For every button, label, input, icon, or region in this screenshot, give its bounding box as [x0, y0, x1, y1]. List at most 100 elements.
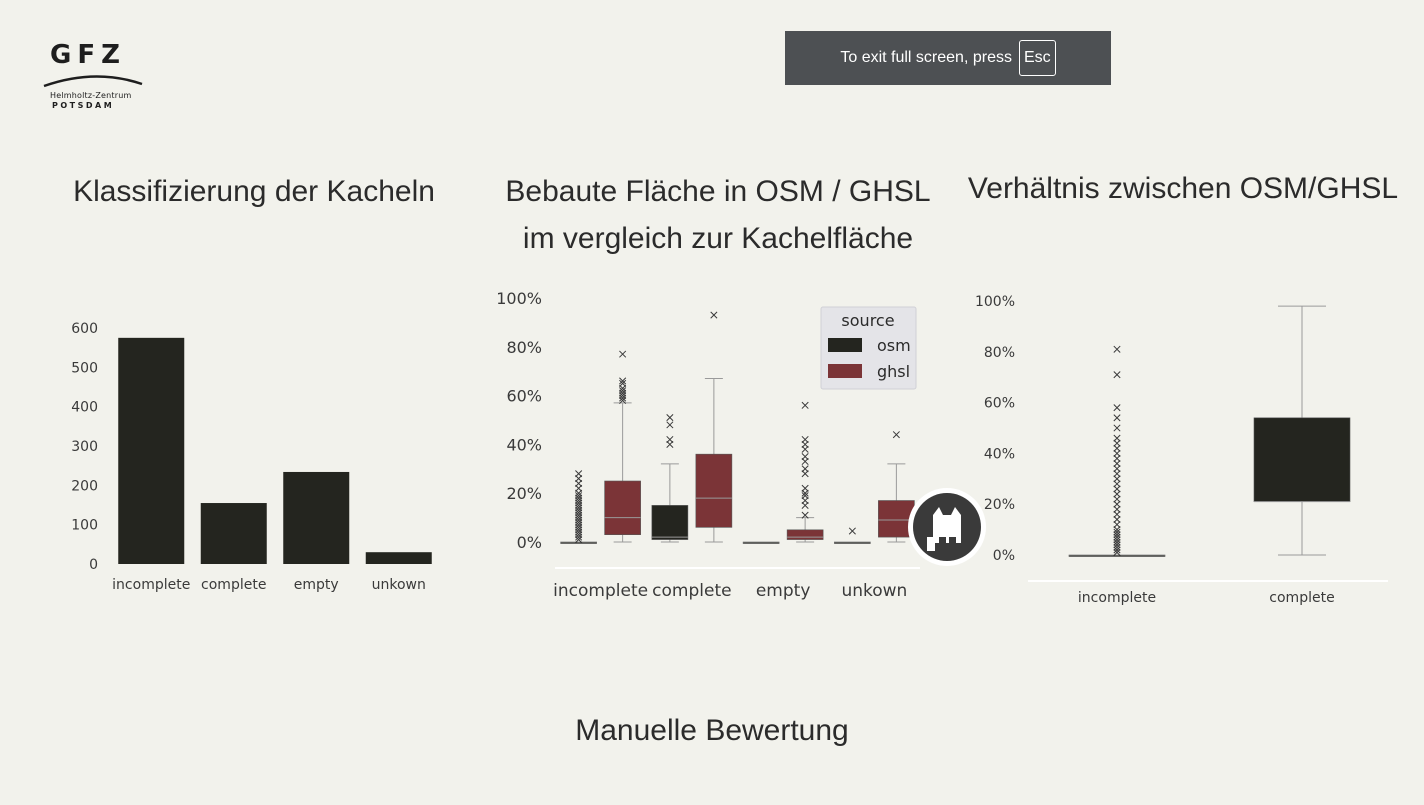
chart3-box-incomplete-outlier — [1113, 495, 1121, 503]
fullscreen-hint-text: To exit full screen, press — [840, 49, 1012, 66]
chart2-ghsl-unkown-outlier — [892, 431, 900, 439]
chart2-ghsl-empty-outlier — [801, 484, 809, 492]
fullscreen-exit-hint: To exit full screen, press Esc — [785, 31, 1111, 85]
chart3-box-incomplete-outlier — [1113, 515, 1121, 523]
footer-caption: Manuelle Bewertung — [575, 714, 849, 747]
chart3-box-incomplete-outlier — [1113, 470, 1121, 478]
chart3-box-incomplete-outlier — [1113, 414, 1121, 422]
chart3-box-incomplete-outlier — [1113, 465, 1121, 473]
chart2-osm-incomplete-outlier — [575, 470, 583, 478]
chart3-box-incomplete-outlier — [1113, 543, 1121, 551]
chart3-box-incomplete-outlier — [1113, 541, 1121, 549]
chart2-title-line2: im vergleich zur Kachelfläche — [522, 222, 914, 255]
chart3-box-incomplete-outlier — [1113, 520, 1121, 529]
chart3-box-incomplete-outlier — [1113, 526, 1121, 534]
cat-icon — [927, 507, 961, 553]
chart2-ytick-label: 40% — [506, 435, 542, 454]
legend-swatch-osm — [828, 338, 862, 352]
chart2-ytick-label: 20% — [506, 484, 542, 503]
chart3-box-incomplete-outlier — [1113, 475, 1121, 483]
chart3-box-incomplete-outlier — [1113, 548, 1121, 557]
chart2-ytick-label: 100% — [496, 289, 542, 308]
chart3-box-incomplete-outlier — [1113, 500, 1121, 508]
chart2-ghsl-empty-outlier — [801, 511, 809, 519]
logo-wordmark: GFZ — [50, 40, 126, 70]
chart2-ytick-label: 80% — [506, 338, 542, 357]
chart3-ytick-label: 80% — [984, 345, 1015, 361]
chart3-box-incomplete-outlier — [1113, 528, 1121, 536]
chart1-ytick-label: 200 — [71, 478, 98, 494]
chart3-box-incomplete-outlier — [1113, 531, 1121, 539]
chart1-ytick-label: 600 — [71, 321, 98, 337]
logo-swoosh-icon — [43, 75, 143, 88]
chart1-xtick-label: incomplete — [112, 577, 190, 593]
esc-key-badge[interactable]: Esc — [1018, 40, 1056, 76]
chart3-ytick-label: 60% — [984, 396, 1015, 412]
legend-swatch-ghsl — [828, 364, 862, 378]
chart1-bar-empty — [283, 471, 350, 564]
chart3-box-incomplete-outlier — [1113, 485, 1121, 493]
chart3-box-incomplete-outlier — [1113, 439, 1121, 447]
chart-osm-ghsl-ratio-boxplot: 0% 20% 40% 60% 80% 100% incomplete complete — [975, 294, 1388, 606]
chart2-ghsl-complete-box — [695, 453, 733, 528]
chart3-xtick-label: complete — [1269, 590, 1334, 606]
chart2-osm-complete-outlier — [666, 421, 674, 429]
chart3-box-incomplete-outlier — [1113, 538, 1121, 546]
chart2-osm-complete-box — [651, 505, 689, 540]
chart2-ytick-label: 0% — [517, 533, 542, 552]
chart2-xtick-label: incomplete — [553, 581, 648, 601]
chart1-bar-complete — [200, 503, 267, 564]
chart3-box-incomplete-outlier — [1113, 345, 1121, 353]
chart3-ytick-label: 20% — [984, 497, 1015, 513]
chart3-box-incomplete-outlier — [1113, 434, 1121, 442]
chart1-title: Klassifizierung der Kacheln — [73, 175, 435, 208]
chart2-ghsl-empty-outlier — [801, 401, 809, 409]
chart1-ytick-label: 100 — [71, 518, 98, 534]
chart3-title: Verhältnis zwischen OSM/GHSL — [967, 172, 1399, 205]
legend-label-osm: osm — [877, 336, 911, 355]
chart3-box-incomplete-outlier — [1113, 424, 1121, 432]
chart3-ytick-label: 0% — [993, 548, 1015, 564]
chart1-xtick-label: complete — [201, 577, 266, 593]
chart3-box-complete-box — [1253, 417, 1351, 502]
chart2-ghsl-incomplete-box — [604, 480, 641, 535]
chart3-box-incomplete-outlier — [1113, 490, 1121, 498]
chart2-ghsl-empty-box — [786, 529, 824, 540]
chart2-ghsl-incomplete-outlier — [619, 350, 627, 358]
assistant-avatar-icon[interactable] — [908, 488, 986, 566]
chart1-ytick-label: 500 — [71, 360, 98, 376]
chart3-box-incomplete-outlier — [1113, 454, 1121, 463]
chart2-legend: source osm ghsl — [820, 306, 917, 390]
chart2-ghsl-empty-outlier — [801, 435, 809, 444]
chart2-ghsl-empty-outlier — [801, 465, 809, 473]
chart2-ghsl-empty-outlier — [801, 453, 809, 461]
chart1-ytick-label: 300 — [71, 439, 98, 455]
chart2-osm-complete-outlier — [666, 435, 674, 444]
chart3-box-incomplete-outlier — [1113, 536, 1121, 544]
chart3-box-incomplete-outlier — [1113, 449, 1121, 457]
chart2-ghsl-incomplete-outlier — [619, 379, 627, 387]
chart2-ytick-label: 60% — [506, 387, 542, 406]
chart-tile-classification: 0 100 200 300 400 500 600 incomplete complete emp… — [71, 321, 432, 593]
chart3-ytick-label: 40% — [984, 446, 1015, 462]
chart2-osm-incomplete-outlier — [575, 492, 583, 500]
gfz-logo: GFZ Helmholtz-Zentrum POTSDAM — [40, 40, 150, 120]
chart3-box-incomplete-outlier — [1113, 480, 1121, 488]
logo-line1: Helmholtz-Zentrum — [50, 91, 132, 100]
chart3-box-incomplete-outlier — [1113, 510, 1121, 518]
chart2-ghsl-incomplete-outlier — [619, 377, 627, 385]
chart3-box-incomplete-outlier — [1113, 371, 1121, 379]
chart2-title-line1: Bebaute Fläche in OSM / GHSL — [505, 175, 931, 208]
chart1-ytick-label: 400 — [71, 400, 98, 416]
chart3-box-incomplete-outlier — [1113, 505, 1121, 513]
legend-title: source — [841, 311, 894, 330]
chart3-box-incomplete-outlier — [1113, 533, 1121, 541]
chart-built-area-boxplot: 0% 20% 40% 60% 80% 100% incomplete complete empt… — [496, 289, 920, 601]
chart3-box-incomplete-outlier — [1113, 460, 1121, 468]
chart2-osm-complete-outlier — [666, 414, 674, 422]
chart3-box-incomplete-outlier — [1113, 444, 1121, 452]
legend-label-ghsl: ghsl — [877, 362, 910, 381]
chart2-osm-unkown-outlier — [848, 527, 856, 535]
chart1-xtick-label: unkown — [372, 577, 426, 593]
chart3-ytick-label: 100% — [975, 294, 1015, 310]
